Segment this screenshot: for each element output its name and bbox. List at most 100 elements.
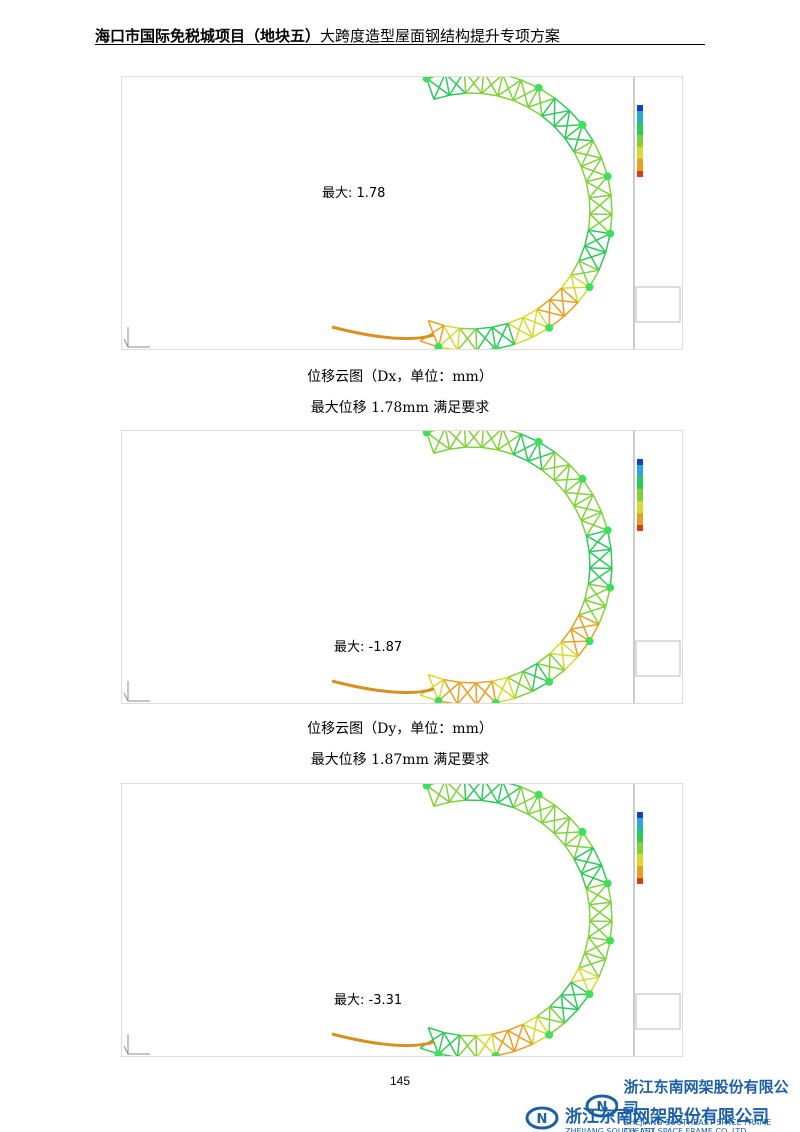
truss-member	[570, 269, 599, 276]
truss-member	[444, 73, 467, 94]
legend-swatch	[637, 854, 643, 860]
truss-member	[491, 680, 515, 699]
truss-member	[428, 1026, 444, 1034]
truss-member	[497, 433, 522, 451]
truss-member	[598, 606, 607, 625]
truss-member	[507, 323, 516, 345]
truss-member	[456, 682, 461, 705]
truss-member	[580, 140, 594, 167]
truss-member	[541, 804, 556, 824]
company-en: ZHEJIANG SOUTHEAST SPACE FRAME CO.,LTD.	[623, 1118, 772, 1132]
truss-member	[587, 229, 607, 253]
truss-member	[549, 287, 562, 301]
truss-member	[443, 679, 459, 705]
node	[603, 526, 612, 535]
truss-member	[610, 549, 613, 569]
truss-member	[588, 551, 591, 568]
truss-member	[573, 140, 594, 153]
truss-member	[549, 653, 565, 671]
truss-member	[513, 87, 539, 102]
truss-member	[527, 106, 543, 117]
truss-member	[456, 1035, 461, 1058]
truss-member	[573, 151, 602, 159]
truss-member	[541, 822, 555, 834]
truss-member	[475, 1033, 493, 1037]
truss-member	[497, 449, 514, 456]
truss-member	[481, 799, 498, 804]
truss-member	[578, 967, 600, 978]
legend-swatch	[637, 824, 643, 830]
figure: 最大: -3.31	[121, 774, 683, 1060]
truss-member	[587, 936, 607, 960]
truss-member	[459, 327, 476, 330]
legend-swatch	[637, 507, 643, 513]
figure-note: 最大位移 1.78mm 满足要求	[310, 400, 490, 416]
truss-member	[495, 1030, 509, 1057]
truss-member	[507, 676, 533, 692]
truss-member	[589, 213, 612, 216]
truss-member	[433, 427, 447, 454]
truss-member	[513, 453, 529, 462]
truss-member	[585, 535, 590, 552]
figure: 最大: -1.87	[121, 421, 683, 707]
truss-member	[444, 780, 467, 801]
legend-swatch	[637, 111, 643, 117]
truss-member	[522, 317, 534, 338]
truss-member	[585, 181, 590, 198]
bottom-chord	[331, 325, 435, 341]
truss-member	[514, 336, 533, 346]
node	[545, 677, 554, 686]
node	[534, 437, 543, 446]
truss-member	[456, 328, 477, 351]
truss-member	[553, 817, 571, 834]
truss-member	[580, 157, 602, 168]
truss-member	[564, 844, 594, 849]
truss-member	[507, 677, 516, 699]
legend-swatch	[637, 459, 643, 465]
legend-box	[635, 286, 681, 323]
truss-member	[560, 981, 572, 996]
bottom-chord	[331, 679, 435, 695]
truss-member	[549, 298, 579, 304]
truss-member	[580, 166, 588, 183]
truss-member	[584, 599, 606, 608]
node	[534, 790, 543, 799]
truss-member	[573, 831, 584, 860]
legend-swatch	[637, 513, 643, 519]
company: 浙江东南网架股份有限公司	[623, 1078, 789, 1117]
truss-member	[589, 194, 612, 215]
legend-swatch	[637, 872, 643, 878]
truss-member	[584, 939, 611, 954]
truss-member	[444, 780, 451, 803]
svg-text:N: N	[537, 1112, 548, 1127]
truss-member	[578, 967, 591, 995]
truss-member	[537, 87, 543, 116]
truss-member	[587, 583, 607, 607]
truss-member	[449, 446, 466, 450]
truss-member	[561, 286, 590, 289]
truss-member	[512, 786, 522, 808]
truss-member	[560, 641, 579, 658]
truss-member	[583, 936, 590, 954]
truss-member	[541, 451, 556, 471]
truss-member	[549, 1005, 579, 1011]
truss-member	[541, 463, 570, 471]
truss-member	[564, 817, 571, 846]
truss-member	[585, 181, 612, 196]
truss-member	[497, 781, 504, 804]
truss-member	[589, 920, 611, 942]
truss-member	[443, 1031, 460, 1037]
truss-member	[554, 478, 583, 482]
truss-member	[570, 967, 580, 983]
page-number: 145	[389, 1074, 411, 1088]
truss-member	[584, 245, 606, 254]
truss-member	[476, 680, 493, 706]
truss-member	[463, 425, 467, 448]
node	[534, 83, 543, 92]
truss-member	[541, 97, 556, 117]
truss-member	[513, 1024, 524, 1052]
truss-member	[527, 460, 543, 471]
truss-member	[536, 1006, 551, 1018]
truss-member	[463, 778, 467, 801]
truss-member	[598, 959, 607, 978]
